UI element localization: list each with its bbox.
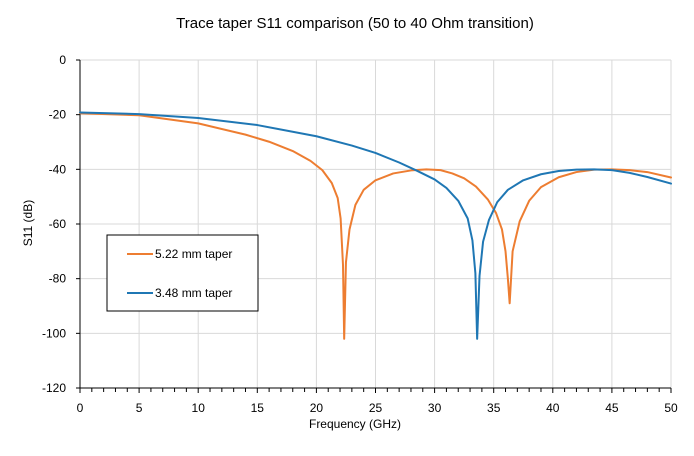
series-line-3-48mm xyxy=(79,111,672,340)
legend: 5.22 mm taper 3.48 mm taper xyxy=(106,234,259,312)
chart-title: Trace taper S11 comparison (50 to 40 Ohm… xyxy=(176,15,534,32)
x-tick-label: 40 xyxy=(546,401,560,415)
legend-box xyxy=(106,234,259,312)
y-tick-label: -20 xyxy=(49,108,67,122)
x-tick-label: 35 xyxy=(487,401,501,415)
y-axis-title: S11 (dB) xyxy=(21,200,35,246)
y-tick-label: -80 xyxy=(49,272,67,286)
y-tick-label: -120 xyxy=(42,381,66,395)
x-tick-label: 15 xyxy=(251,401,265,415)
x-axis-title: Frequency (GHz) xyxy=(309,417,401,431)
x-tick-label: 20 xyxy=(310,401,324,415)
x-tick-label: 10 xyxy=(192,401,206,415)
series-line-5-22mm xyxy=(79,112,672,340)
y-tick-label: -100 xyxy=(42,326,66,340)
x-tick-label: 25 xyxy=(369,401,383,415)
x-tick-label: 50 xyxy=(664,401,678,415)
x-tick-label: 5 xyxy=(136,401,143,415)
x-tick-label: 45 xyxy=(605,401,619,415)
x-tick-label: 0 xyxy=(77,401,84,415)
legend-label-5-22mm: 5.22 mm taper xyxy=(155,247,232,261)
grid-lines xyxy=(80,59,672,388)
legend-label-3-48mm: 3.48 mm taper xyxy=(155,286,232,300)
series-lines xyxy=(79,111,672,340)
y-tick-label: 0 xyxy=(59,53,66,67)
y-tick-label: -40 xyxy=(49,162,67,176)
y-tick-label: -60 xyxy=(49,217,67,231)
axes: 0 -20 -40 -60 -80 -100 -120 0 5 10 15 20 25 30 35 40 45 5… xyxy=(42,53,678,415)
x-tick-label: 30 xyxy=(428,401,442,415)
